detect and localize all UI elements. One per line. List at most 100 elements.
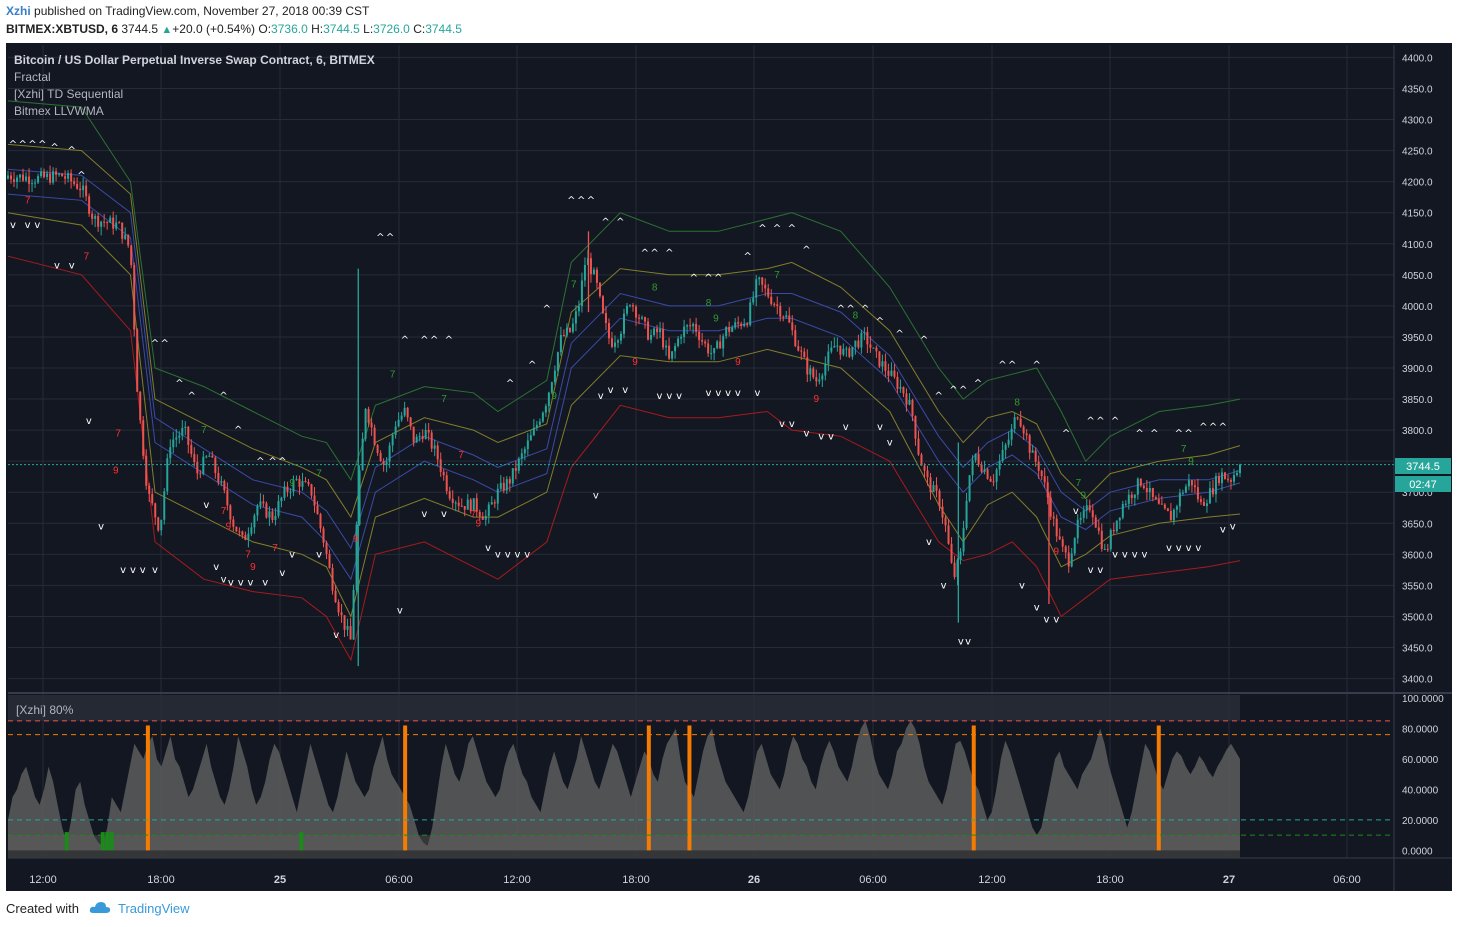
candle-body: [1181, 492, 1184, 494]
footer: Created with TradingView: [6, 901, 190, 918]
fractal-up-marker: ^: [1096, 416, 1104, 427]
study-llvwma[interactable]: Bitmex LLVWMA: [14, 104, 104, 118]
fractal-up-marker: ^: [650, 248, 658, 259]
band-mid-upper: [7, 143, 1241, 519]
fractal-up-marker: ^: [895, 329, 903, 340]
tradingview-link[interactable]: TradingView: [118, 901, 190, 916]
candle-body: [115, 222, 118, 229]
candle-body: [710, 353, 713, 355]
oscillator-label[interactable]: [Xzhi] 80%: [16, 703, 74, 717]
study-fractal[interactable]: Fractal: [14, 70, 51, 84]
fractal-up-marker: ^: [161, 338, 169, 349]
candle-body: [755, 279, 758, 298]
candle-body: [878, 351, 881, 367]
td-count-9: 9: [632, 357, 638, 368]
fractal-down-marker: v: [755, 388, 761, 399]
fractal-up-marker: ^: [1135, 428, 1143, 439]
fractal-down-marker: v: [735, 388, 741, 399]
time-axis-label: 18:00: [622, 874, 650, 886]
candle-body: [1001, 449, 1004, 461]
candle-body: [421, 436, 424, 439]
candle-body: [151, 493, 154, 504]
candle-body: [1239, 464, 1241, 474]
candle-body: [118, 222, 121, 224]
candle-body: [803, 351, 806, 358]
candle-body: [890, 370, 893, 376]
candle-body: [181, 427, 184, 436]
candle-body: [854, 340, 857, 347]
candle-body: [947, 525, 950, 544]
candle-body: [346, 626, 349, 630]
candle-body: [1175, 506, 1178, 510]
price-axis-label: 4050.0: [1402, 271, 1433, 282]
candle-body: [659, 328, 662, 333]
oscillator-low-spike: [109, 832, 114, 851]
oscillator-high-spike: [971, 725, 976, 851]
candle-body: [1034, 450, 1037, 462]
candle-body: [439, 459, 442, 472]
candle-body: [430, 432, 433, 449]
fractal-down-marker: v: [1053, 615, 1059, 626]
fractal-up-marker: ^: [1199, 422, 1207, 433]
candle-body: [1082, 510, 1085, 518]
candle-body: [860, 332, 863, 348]
candle-body: [824, 363, 827, 376]
time-axis-label: 26: [748, 874, 760, 886]
td-count-9: 9: [813, 394, 819, 405]
study-td-sequential[interactable]: [Xzhi] TD Sequential: [14, 87, 123, 101]
fractal-down-marker: v: [69, 261, 75, 272]
oscillator-low-spike: [100, 832, 105, 851]
candle-body: [487, 504, 490, 516]
fractal-up-marker: ^: [690, 273, 698, 284]
candle-body: [1199, 499, 1202, 502]
close-label: C:: [413, 22, 426, 36]
candle-body: [1025, 433, 1028, 436]
candle-body: [358, 470, 361, 525]
chart-title: Bitcoin / US Dollar Perpetual Inverse Sw…: [14, 53, 375, 67]
candle-body: [848, 348, 851, 357]
candle-body: [499, 482, 502, 489]
candle-body: [668, 345, 671, 359]
candle-body: [463, 506, 466, 510]
candle-body: [199, 473, 202, 475]
candle-body: [478, 511, 481, 517]
fractal-up-marker: ^: [846, 304, 854, 315]
candle-body: [938, 490, 941, 507]
candle-body: [286, 486, 289, 492]
candle-body: [749, 302, 752, 326]
candle-body: [956, 559, 959, 578]
candle-body: [424, 430, 427, 439]
oscillator-high-spike: [687, 725, 692, 851]
candle-body: [52, 171, 55, 183]
fractal-down-marker: v: [1186, 543, 1192, 554]
fractal-down-marker: v: [877, 422, 883, 433]
candle-body: [448, 491, 451, 499]
created-with-text: Created with: [6, 901, 79, 916]
candle-body: [529, 435, 532, 441]
candle-body: [806, 357, 809, 375]
candle-body: [22, 174, 25, 181]
candle-body: [472, 498, 475, 512]
candle-body: [770, 296, 773, 304]
price-chart[interactable]: ^ ^ ^ ^ ^ ^^^ ^^^ ^^^ ^ ^^ ^^ ^ ^ ^^^^^ ^ ^^ ^^ ^ ^^ ^ ^^^ ^ ^…: [6, 43, 1452, 891]
fractal-up-marker: ^: [743, 251, 751, 262]
fractal-down-marker: v: [593, 490, 599, 501]
candle-body: [451, 498, 454, 503]
candle-body: [1058, 536, 1061, 540]
fractal-up-marker: ^: [67, 146, 75, 157]
candle-body: [809, 368, 812, 375]
candle-body: [1211, 488, 1214, 495]
fractal-up-marker: ^: [1111, 416, 1119, 427]
author-link[interactable]: Xzhi: [6, 4, 31, 18]
timer-badge-bg: [1395, 476, 1451, 492]
candle-body: [553, 370, 556, 383]
fractal-up-marker: ^: [1184, 428, 1192, 439]
fractal-up-marker: ^: [50, 143, 58, 154]
candle-body: [100, 221, 103, 227]
candle-body: [259, 501, 262, 506]
fractal-up-marker: ^: [445, 335, 453, 346]
candle-body: [535, 424, 538, 428]
candle-body: [556, 352, 559, 371]
candle-body: [800, 350, 803, 352]
candle-body: [190, 444, 193, 455]
